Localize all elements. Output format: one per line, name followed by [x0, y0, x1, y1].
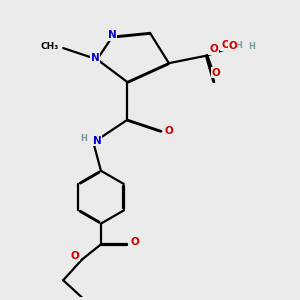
Text: N: N [108, 30, 117, 40]
Text: H: H [235, 40, 242, 50]
Text: H: H [80, 134, 87, 143]
Text: H: H [248, 42, 255, 51]
Text: O: O [130, 238, 139, 248]
Text: O: O [212, 68, 220, 78]
Text: O: O [164, 126, 173, 136]
Text: O: O [70, 251, 79, 261]
Text: O: O [221, 40, 230, 50]
Text: N: N [93, 136, 101, 146]
Text: O: O [209, 44, 218, 54]
Text: O: O [229, 41, 237, 51]
Text: N: N [91, 52, 100, 62]
Text: CH₃: CH₃ [41, 42, 59, 51]
